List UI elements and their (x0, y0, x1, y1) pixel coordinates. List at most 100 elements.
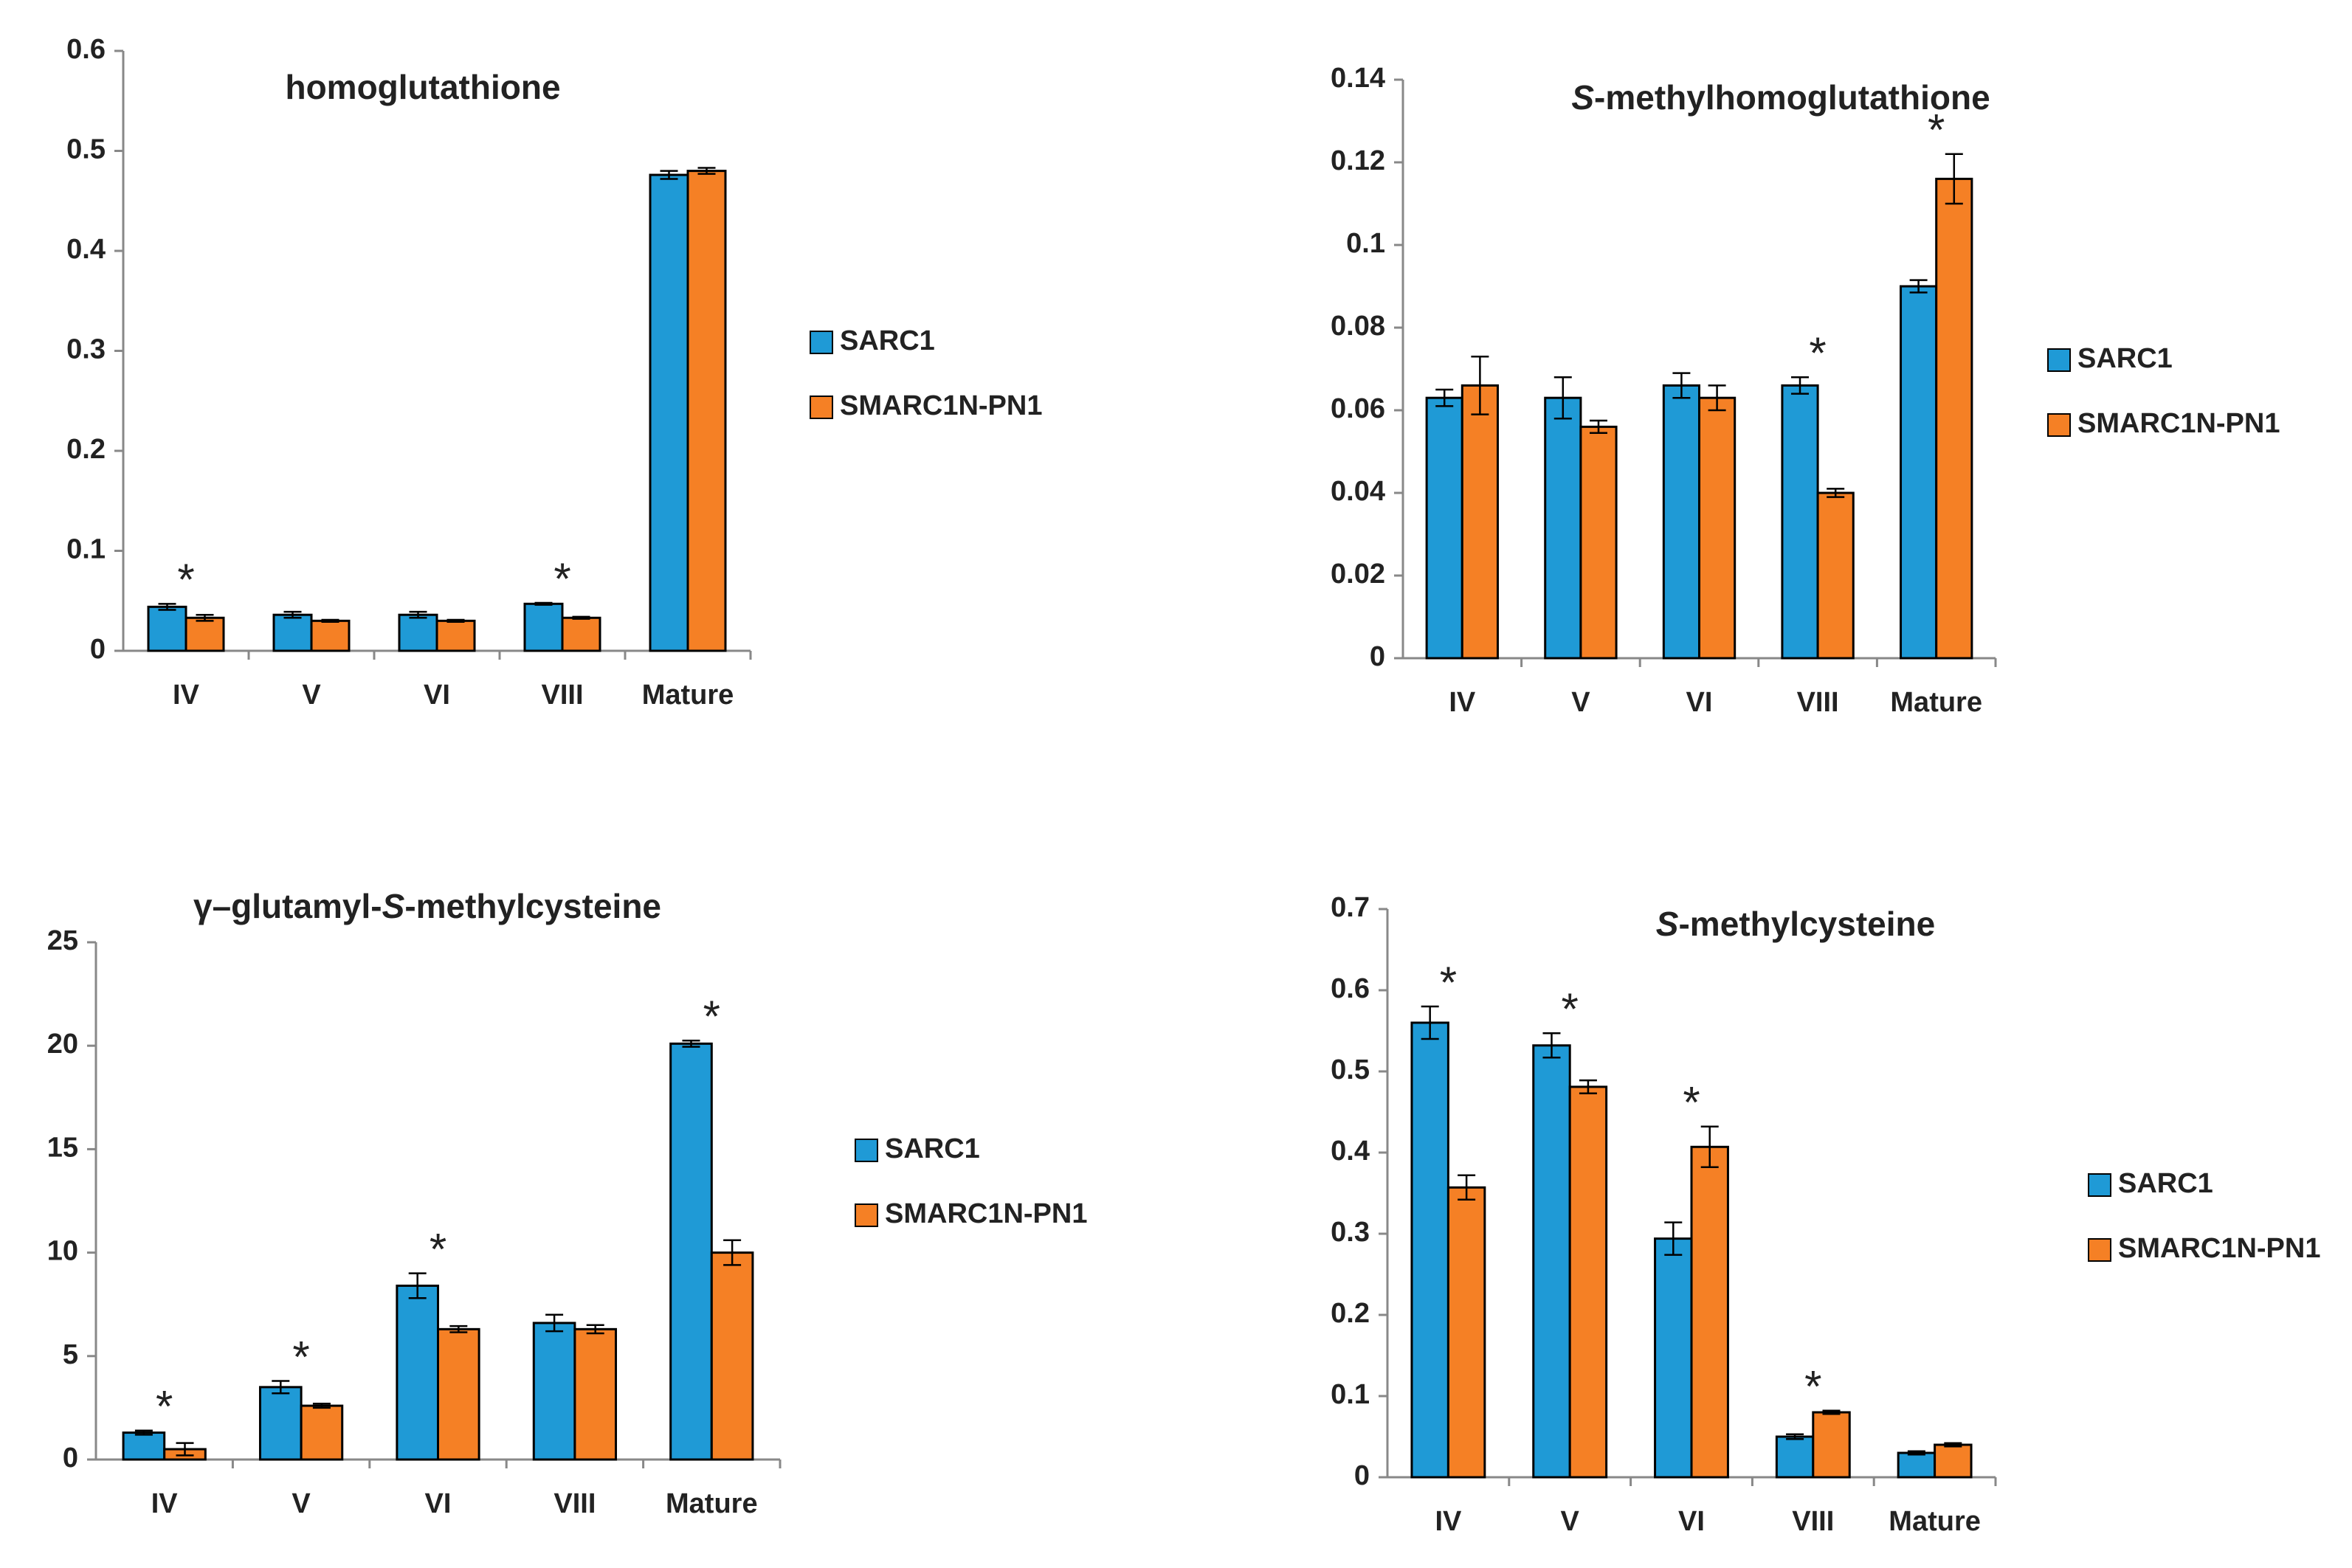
y-tick-label: 0.1 (66, 534, 106, 565)
error-bar (408, 1272, 427, 1299)
x-tick-label: Mature (666, 1488, 758, 1519)
legend-swatch (810, 331, 833, 354)
chart-title: γ–glutamyl-S-methylcysteine (193, 887, 661, 925)
error-bar (1553, 376, 1572, 420)
error-bar (1421, 1005, 1439, 1040)
bar (398, 613, 438, 652)
y-tick-label: 0.7 (1331, 892, 1370, 923)
bar (1568, 1085, 1608, 1479)
significance-marker: * (703, 992, 720, 1041)
significance-marker: * (292, 1332, 309, 1381)
x-tick-label: VI (424, 680, 450, 711)
error-bar (1579, 1079, 1597, 1094)
chart-panel: S-methylcysteine 0 0.1 0.2 0.3 0.4 0.5 0.6 0.7 IV… (1331, 892, 2320, 1537)
bar (1775, 1435, 1815, 1479)
significance-marker: * (156, 1382, 173, 1431)
significance-marker: * (1804, 1362, 1821, 1412)
x-tick-label: V (292, 1488, 311, 1519)
bar (272, 613, 313, 652)
significance-marker: * (1928, 106, 1945, 155)
y-tick-label: 0 (1370, 641, 1385, 672)
y-tick-label: 0.6 (66, 34, 106, 65)
legend-label: SMARC1N-PN1 (2118, 1233, 2320, 1264)
bar (1812, 1411, 1851, 1479)
significance-marker: * (177, 555, 194, 604)
legend-swatch (810, 396, 833, 419)
legend-label: SARC1 (840, 325, 935, 356)
chart-panel: γ–glutamyl-S-methylcysteine 0 5 10 15 20 25 IV V… (47, 887, 1088, 1519)
bar (669, 1042, 713, 1461)
error-bar (272, 1380, 290, 1395)
bar (122, 1431, 166, 1461)
error-bar (449, 1324, 468, 1333)
error-bar (196, 613, 214, 622)
legend-label: SMARC1N-PN1 (840, 390, 1042, 421)
x-tick-label: IV (151, 1488, 179, 1519)
legend-label: SARC1 (2118, 1168, 2213, 1199)
x-tick-label: VI (1686, 687, 1713, 718)
legend-swatch (855, 1139, 878, 1162)
significance-marker: * (430, 1224, 446, 1274)
y-tick-label: 0.2 (66, 434, 106, 465)
y-tick-label: 0.4 (66, 234, 106, 265)
error-bar (660, 170, 678, 180)
error-bar (1664, 1221, 1683, 1256)
x-tick-label: VIII (1797, 687, 1839, 718)
bar (1544, 396, 1582, 660)
bar (532, 1322, 576, 1461)
y-tick-label: 0 (1354, 1460, 1370, 1491)
bar (1781, 384, 1819, 660)
error-bar (1945, 153, 1963, 205)
error-bar (158, 603, 176, 611)
y-tick-label: 5 (63, 1339, 78, 1370)
bar (1446, 1186, 1486, 1479)
y-tick-label: 0.02 (1331, 559, 1385, 590)
error-bar (134, 1429, 153, 1436)
bar (437, 1327, 480, 1461)
y-tick-label: 0.12 (1331, 145, 1385, 176)
bar (649, 173, 689, 652)
x-tick-label: Mature (1889, 1506, 1981, 1537)
error-bar (1435, 388, 1454, 407)
error-bar (409, 610, 427, 619)
title-part: S (1656, 905, 1679, 943)
error-bar (321, 618, 339, 623)
error-bar (1786, 1433, 1804, 1440)
legend-swatch (2088, 1238, 2111, 1262)
bar (310, 619, 351, 652)
x-tick-label: VI (1678, 1506, 1705, 1537)
bar (1460, 384, 1499, 660)
error-bar (312, 1403, 331, 1409)
error-bar (682, 1039, 700, 1048)
error-bar (1708, 384, 1726, 412)
error-bar (446, 618, 465, 623)
legend-swatch (2088, 1173, 2111, 1197)
bar (561, 616, 601, 652)
error-bar (1907, 1450, 1925, 1456)
x-tick-label: V (302, 680, 321, 711)
x-tick-label: VIII (1792, 1506, 1834, 1537)
x-tick-label: V (1571, 687, 1590, 718)
y-tick-label: 20 (47, 1029, 78, 1060)
y-tick-label: 0 (90, 634, 106, 665)
legend-swatch (2047, 413, 2071, 437)
legend-label: SARC1 (885, 1133, 980, 1164)
bar (1698, 396, 1737, 660)
y-tick-label: 0.1 (1346, 228, 1385, 259)
y-tick-label: 0.1 (1331, 1379, 1370, 1410)
bar (258, 1386, 303, 1461)
y-tick-label: 0.06 (1331, 393, 1385, 424)
error-bar (1944, 1442, 1962, 1448)
error-bar (176, 1442, 194, 1457)
bar (1410, 1021, 1449, 1479)
significance-marker: * (553, 554, 570, 604)
bar (1690, 1145, 1729, 1479)
legend-label: SMARC1N-PN1 (2077, 408, 2280, 439)
title-part: -methylcysteine (404, 887, 661, 925)
title-part: S (1571, 78, 1594, 117)
title-part: S (382, 887, 405, 925)
chart-title: S-methylhomoglutathione (1571, 78, 1990, 117)
error-bar (1589, 419, 1607, 435)
y-tick-label: 0.04 (1331, 476, 1385, 507)
